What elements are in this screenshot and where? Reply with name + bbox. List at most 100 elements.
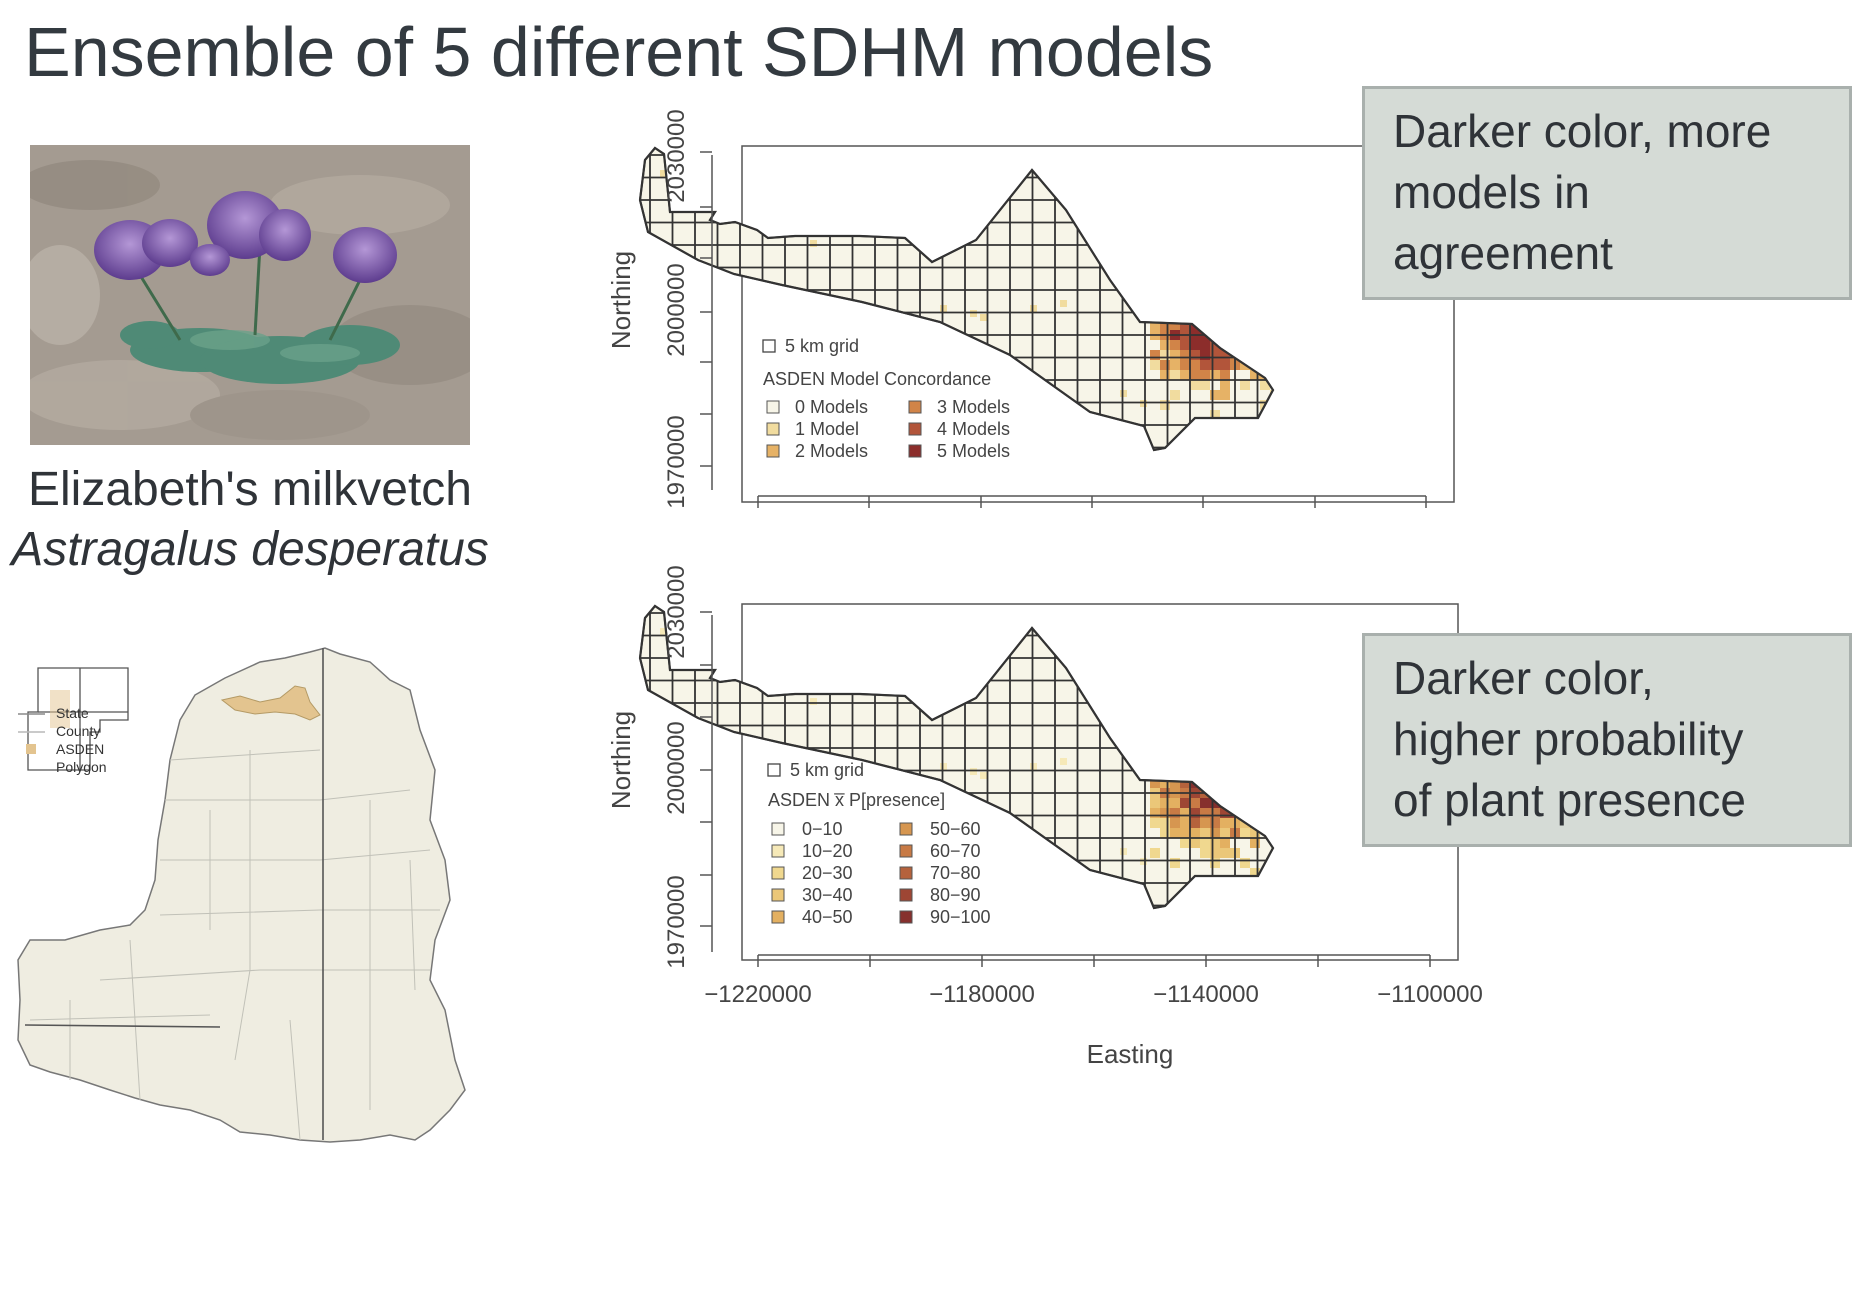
heat-cell [1150, 310, 1160, 320]
heat-cell [1220, 370, 1230, 380]
heat-cell [1270, 340, 1273, 350]
heat-cell [1150, 360, 1160, 370]
heat-cell [1210, 828, 1220, 838]
heat-cell [1170, 340, 1180, 350]
heat-cell [1230, 778, 1240, 788]
bottom-legend-swatch [771, 910, 785, 924]
bottom-legend-title: ASDEN x̅ P[presence] [768, 790, 945, 810]
heat-cell [1260, 768, 1270, 778]
heat-cell [1260, 758, 1270, 768]
heat-cell [1160, 748, 1170, 758]
heat-cell [1150, 320, 1160, 330]
heat-cell [1170, 390, 1180, 400]
heat-cell [1240, 340, 1250, 350]
bottom-legend-label: 30−40 [802, 885, 853, 905]
heat-cell [1200, 340, 1210, 350]
heat-cell [1190, 290, 1200, 300]
heat-cell [1220, 808, 1230, 818]
heat-cell [1190, 798, 1200, 808]
heat-cell [1210, 768, 1220, 778]
heat-cell [1180, 778, 1190, 788]
heat-cell [1230, 340, 1240, 350]
heat-cell [1210, 748, 1220, 758]
range-map-legend: State County ASDEN Polygon [18, 705, 107, 775]
top-legend-swatch [766, 444, 780, 458]
heat-cell [1260, 340, 1270, 350]
heat-cell [1240, 300, 1250, 310]
heat-cell [1170, 370, 1180, 380]
heat-cell [1210, 370, 1220, 380]
bottom-grid-label: 5 km grid [790, 760, 864, 780]
heat-cell [1210, 818, 1220, 828]
heat-cell [1180, 838, 1190, 848]
heat-cell [1220, 758, 1230, 768]
heat-cell [1170, 808, 1180, 818]
bottom-ytick-1970000: 1970000 [663, 875, 690, 968]
heat-cell [1170, 778, 1180, 788]
heat-cell [1180, 310, 1190, 320]
heat-cell [1200, 350, 1210, 360]
heat-cell [1260, 290, 1270, 300]
heat-cell [1270, 788, 1273, 798]
top-ytick-2000000: 2000000 [663, 263, 690, 356]
heat-cell [1190, 380, 1200, 390]
heat-cell [1220, 380, 1230, 390]
heat-cell [1210, 808, 1220, 818]
heat-cell [1240, 380, 1250, 390]
heat-cell [1270, 290, 1273, 300]
xtick-neg1100000: −1100000 [1377, 981, 1483, 1008]
heat-cell [1200, 798, 1210, 808]
heat-cell [810, 240, 817, 247]
heat-cell [1140, 858, 1147, 865]
milkvetch-photo [30, 145, 470, 445]
heat-cell [970, 768, 977, 775]
heat-cell [1240, 758, 1250, 768]
heat-cell [1240, 808, 1250, 818]
top-legend-label: 0 Models [795, 397, 868, 417]
heat-cell [1280, 350, 1290, 360]
bottom-legend-swatch [899, 866, 913, 880]
heat-cell [1220, 748, 1230, 758]
heat-cell [1190, 838, 1200, 848]
bottom-legend-label: 90−100 [930, 907, 991, 927]
bottom-legend-label: 60−70 [930, 841, 981, 861]
heat-cell [1290, 808, 1300, 818]
sdhm-map-panels: 1970000 2000000 2030000 Northing 5 km gr… [606, 109, 1483, 1069]
xlabel: Easting [1087, 1039, 1174, 1069]
heat-cell [1260, 300, 1270, 310]
heat-cell [1220, 738, 1230, 748]
heat-cell [1200, 320, 1210, 330]
heat-cell [1220, 280, 1230, 290]
bottom-legend-swatch [899, 888, 913, 902]
heat-cell [1250, 768, 1260, 778]
heat-cell [1240, 828, 1250, 838]
heat-cell [1270, 320, 1273, 330]
top-legend-label: 2 Models [795, 441, 868, 461]
heat-cell [1030, 305, 1037, 312]
heat-cell [1190, 350, 1200, 360]
heat-cell [1160, 828, 1170, 838]
heat-cell [1250, 290, 1260, 300]
heat-cell [1160, 758, 1170, 768]
bottom-legend-label: 10−20 [802, 841, 853, 861]
top-grid-swatch [762, 339, 776, 353]
heat-cell [1200, 738, 1210, 748]
heat-cell [1250, 300, 1260, 310]
heat-cell [1230, 310, 1240, 320]
heat-cell [1200, 290, 1210, 300]
heat-cell [1240, 798, 1250, 808]
heat-cell [1270, 360, 1273, 370]
bottom-legend-label: 20−30 [802, 863, 853, 883]
bottom-legend-label: 40−50 [802, 907, 853, 927]
heat-cell [1230, 738, 1240, 748]
heat-cell [1160, 340, 1170, 350]
heat-cell [1230, 300, 1240, 310]
heat-cell [980, 772, 987, 779]
heat-cell [1220, 300, 1230, 310]
heat-cell [1250, 340, 1260, 350]
heat-cell [1200, 370, 1210, 380]
heat-cell [1170, 798, 1180, 808]
heat-cell [1160, 350, 1170, 360]
heat-cell [1150, 758, 1160, 768]
heat-cell [1280, 330, 1290, 340]
